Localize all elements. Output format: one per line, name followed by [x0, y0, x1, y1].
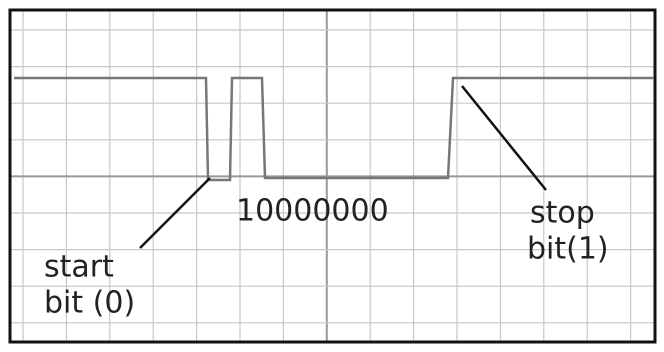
- stop-bit-label: bit(1): [527, 232, 609, 267]
- stop-label: stop: [530, 196, 595, 231]
- start-bit-label: bit (0): [44, 286, 135, 321]
- page: {"labels": {"byte": "10000000", "stop": …: [0, 0, 664, 352]
- oscilloscope-screen: 10000000 stop bit(1) start bit (0): [0, 0, 664, 352]
- byte-label: 10000000: [236, 194, 389, 229]
- start-label: start: [44, 250, 114, 285]
